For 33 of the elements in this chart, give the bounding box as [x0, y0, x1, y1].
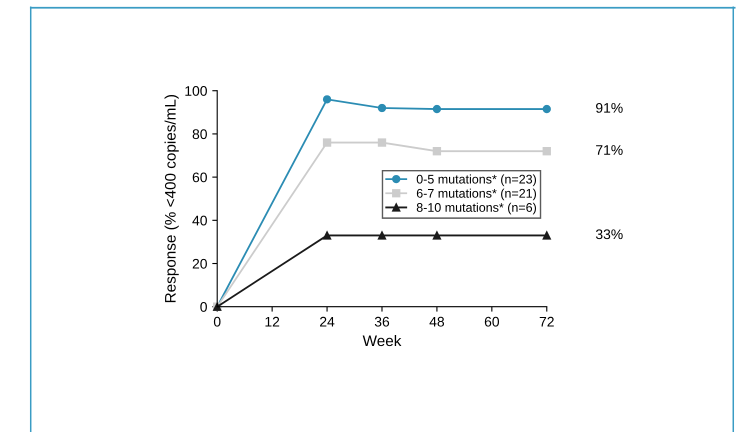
point — [322, 231, 332, 240]
point — [432, 231, 442, 240]
point — [542, 104, 551, 114]
x-tick-label: 36 — [374, 316, 390, 327]
text: 91% — [596, 102, 623, 113]
legend-label: 6-7 mutations* (n=21) — [416, 188, 536, 200]
point — [542, 147, 551, 156]
text: 33% — [596, 229, 623, 240]
x-tick-label: 48 — [430, 316, 444, 327]
point — [378, 231, 386, 240]
x-tick-label: 24 — [320, 316, 334, 327]
y-axis-title: Response (% <400 copies/mL) — [164, 94, 179, 302]
legend-label: 8-10 mutations* (n=6) — [416, 202, 536, 214]
y-tick-label: 0 — [200, 302, 207, 312]
text: 71% — [596, 145, 623, 155]
x-tick-label: 72 — [540, 316, 554, 327]
point — [432, 147, 442, 156]
y-tick-label: 20 — [192, 258, 207, 269]
x-tick-label: 12 — [265, 316, 280, 327]
point — [322, 95, 332, 104]
legend-label: 0-5 mutations* (n=23) — [416, 174, 536, 186]
x-tick-label: 60 — [484, 316, 500, 327]
x-axis-title: Week — [362, 334, 402, 346]
point — [378, 138, 386, 147]
x-tick-label: 0 — [214, 316, 221, 327]
y-tick-label: 100 — [185, 86, 207, 96]
point — [322, 138, 332, 147]
point — [432, 104, 442, 114]
point — [378, 104, 386, 112]
y-tick-label: 60 — [192, 172, 207, 182]
point — [542, 231, 551, 240]
y-tick-label: 80 — [192, 129, 207, 140]
y-tick-label: 40 — [192, 216, 207, 226]
